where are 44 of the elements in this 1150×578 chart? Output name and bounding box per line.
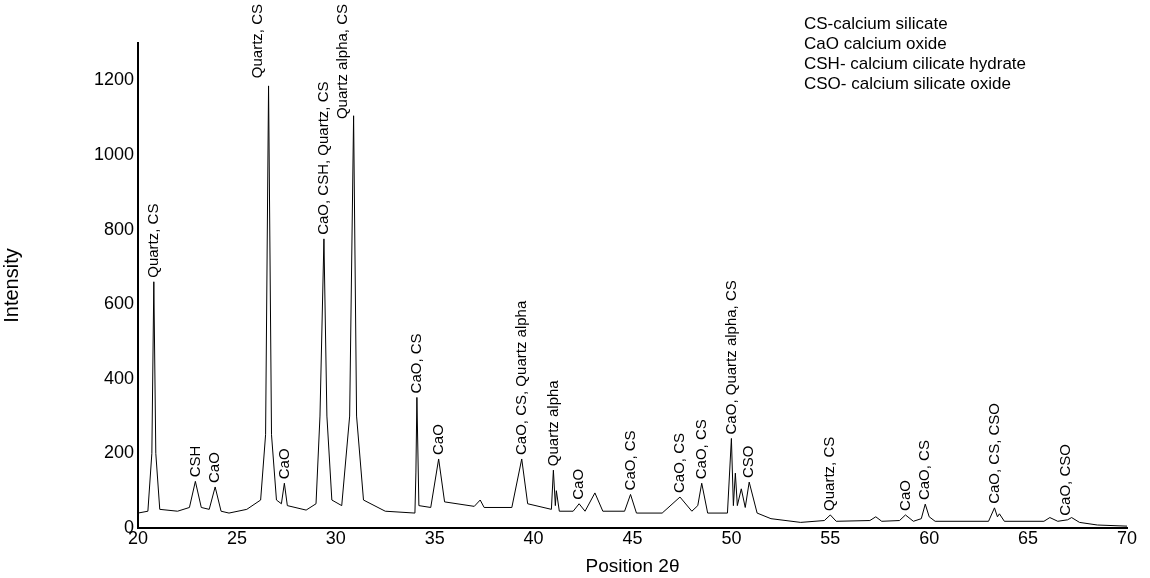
y-tick-label: 1200 xyxy=(93,69,134,90)
x-tick-label: 60 xyxy=(919,527,940,548)
x-tick-label: 35 xyxy=(424,527,445,548)
annotation: CaO xyxy=(428,424,446,455)
annotation: Quartz alpha xyxy=(543,379,561,467)
annotation: Quartz, CS xyxy=(143,203,161,278)
annotation: CaO calcium oxide xyxy=(804,34,947,54)
annotation: CaO, CS xyxy=(620,430,638,491)
x-tick-label: 40 xyxy=(523,527,544,548)
annotation: CSO xyxy=(739,445,757,479)
annotation: CaO, CS xyxy=(670,433,688,494)
annotation: CSH- calcium cilicate hydrate xyxy=(804,54,1027,74)
y-tick-label: 400 xyxy=(103,367,134,388)
annotation: CaO, CS xyxy=(407,333,425,394)
annotation: CaO xyxy=(569,468,587,500)
annotation: CaO, CSO xyxy=(1055,444,1073,516)
annotation: Quartz alpha, CS xyxy=(332,4,350,120)
annotation: CaO, Quartz alpha, CS xyxy=(721,280,739,435)
x-tick-label: 30 xyxy=(325,527,346,548)
y-tick-label: 1000 xyxy=(93,143,134,164)
annotation: CaO, CS xyxy=(915,440,933,501)
annotation: CaO, CSH, Quartz, CS xyxy=(314,81,332,235)
annotation: CaO, CS xyxy=(691,419,709,480)
text: CS-calcium silicate xyxy=(804,14,948,34)
annotation: CaO, CS, CSO xyxy=(984,402,1002,504)
annotation: CaO xyxy=(205,452,223,483)
x-tick-label: 70 xyxy=(1116,527,1138,548)
annotation: CaO xyxy=(274,448,292,480)
annotation: Quartz, CS xyxy=(247,4,265,79)
x-tick-label: 45 xyxy=(622,527,643,548)
y-tick-label: 200 xyxy=(103,442,134,463)
annotation: CaO, CS, Quartz alpha xyxy=(511,300,529,455)
x-tick-label: 65 xyxy=(1018,527,1039,548)
annotation: CSO- calcium silicate oxide xyxy=(804,74,1011,94)
annotation: CaO xyxy=(895,480,913,511)
annotation: CSH xyxy=(185,445,203,478)
x-tick-label: 55 xyxy=(820,527,841,548)
y-axis-title: Intensity xyxy=(0,248,22,323)
annotation: Quartz, CS xyxy=(820,436,838,511)
x-tick-label: 25 xyxy=(226,527,247,548)
x-tick-label: 50 xyxy=(721,527,742,548)
y-tick-label: 800 xyxy=(103,218,134,239)
x-axis-title: Position 2θ xyxy=(585,554,680,576)
y-tick-label: 600 xyxy=(103,293,134,314)
